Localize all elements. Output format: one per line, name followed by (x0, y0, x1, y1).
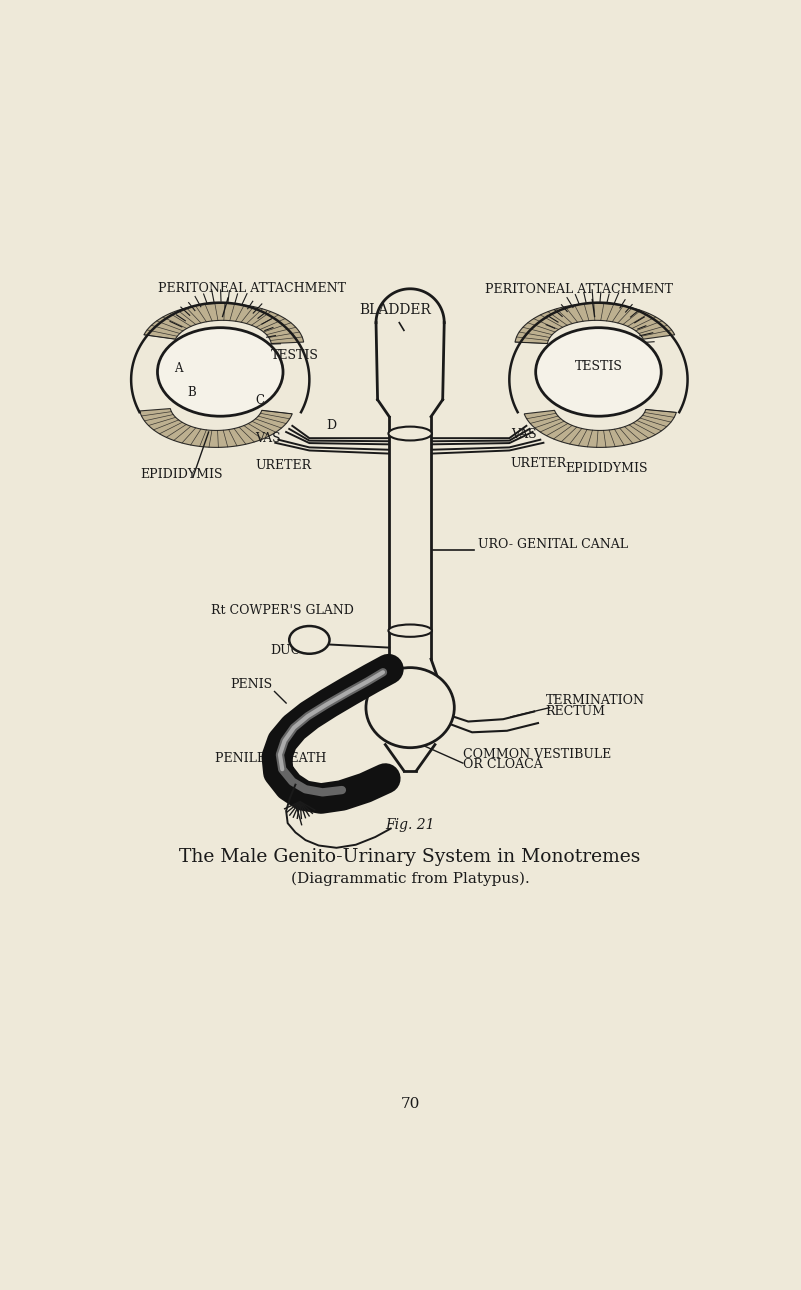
Polygon shape (515, 303, 674, 343)
Text: VAS: VAS (511, 428, 537, 441)
Ellipse shape (388, 427, 432, 440)
Text: Fig. 21: Fig. 21 (385, 818, 435, 832)
Text: TESTIS: TESTIS (271, 348, 319, 362)
Polygon shape (139, 409, 292, 448)
Text: VAS: VAS (256, 432, 280, 445)
Text: The Male Genito-Urinary System in Monotremes: The Male Genito-Urinary System in Monotr… (179, 848, 641, 866)
Text: RECTUM: RECTUM (545, 704, 606, 717)
Text: EPIDIDYMIS: EPIDIDYMIS (140, 468, 223, 481)
Text: B: B (187, 386, 195, 399)
Polygon shape (524, 409, 676, 448)
Text: URETER: URETER (511, 457, 567, 470)
Text: COMMON VESTIBULE: COMMON VESTIBULE (463, 748, 611, 761)
Text: TERMINATION: TERMINATION (545, 694, 645, 707)
Text: PENIS: PENIS (231, 679, 272, 691)
Text: TESTIS: TESTIS (574, 360, 622, 373)
Text: (Diagrammatic from Platypus).: (Diagrammatic from Platypus). (291, 872, 529, 886)
Text: PERITONEAL ATTACHMENT: PERITONEAL ATTACHMENT (159, 281, 346, 295)
Text: C: C (256, 393, 264, 406)
Text: DUCT: DUCT (271, 644, 309, 657)
Text: A: A (174, 362, 183, 375)
Polygon shape (144, 303, 304, 343)
Ellipse shape (536, 328, 661, 417)
Text: PENILE SHEATH: PENILE SHEATH (215, 752, 326, 765)
Text: Rt COWPER'S GLAND: Rt COWPER'S GLAND (211, 604, 354, 617)
Text: BLADDER: BLADDER (360, 303, 432, 317)
Text: PERITONEAL ATTACHMENT: PERITONEAL ATTACHMENT (485, 284, 673, 297)
Ellipse shape (289, 626, 329, 654)
Text: 70: 70 (400, 1096, 420, 1111)
Text: URETER: URETER (256, 459, 312, 472)
Ellipse shape (388, 624, 432, 637)
Text: URO- GENITAL CANAL: URO- GENITAL CANAL (477, 538, 627, 551)
Text: EPIDIDYMIS: EPIDIDYMIS (566, 462, 648, 475)
Ellipse shape (366, 668, 454, 748)
Text: OR CLOACA: OR CLOACA (463, 759, 542, 771)
Text: D: D (327, 419, 336, 432)
Ellipse shape (158, 328, 283, 417)
